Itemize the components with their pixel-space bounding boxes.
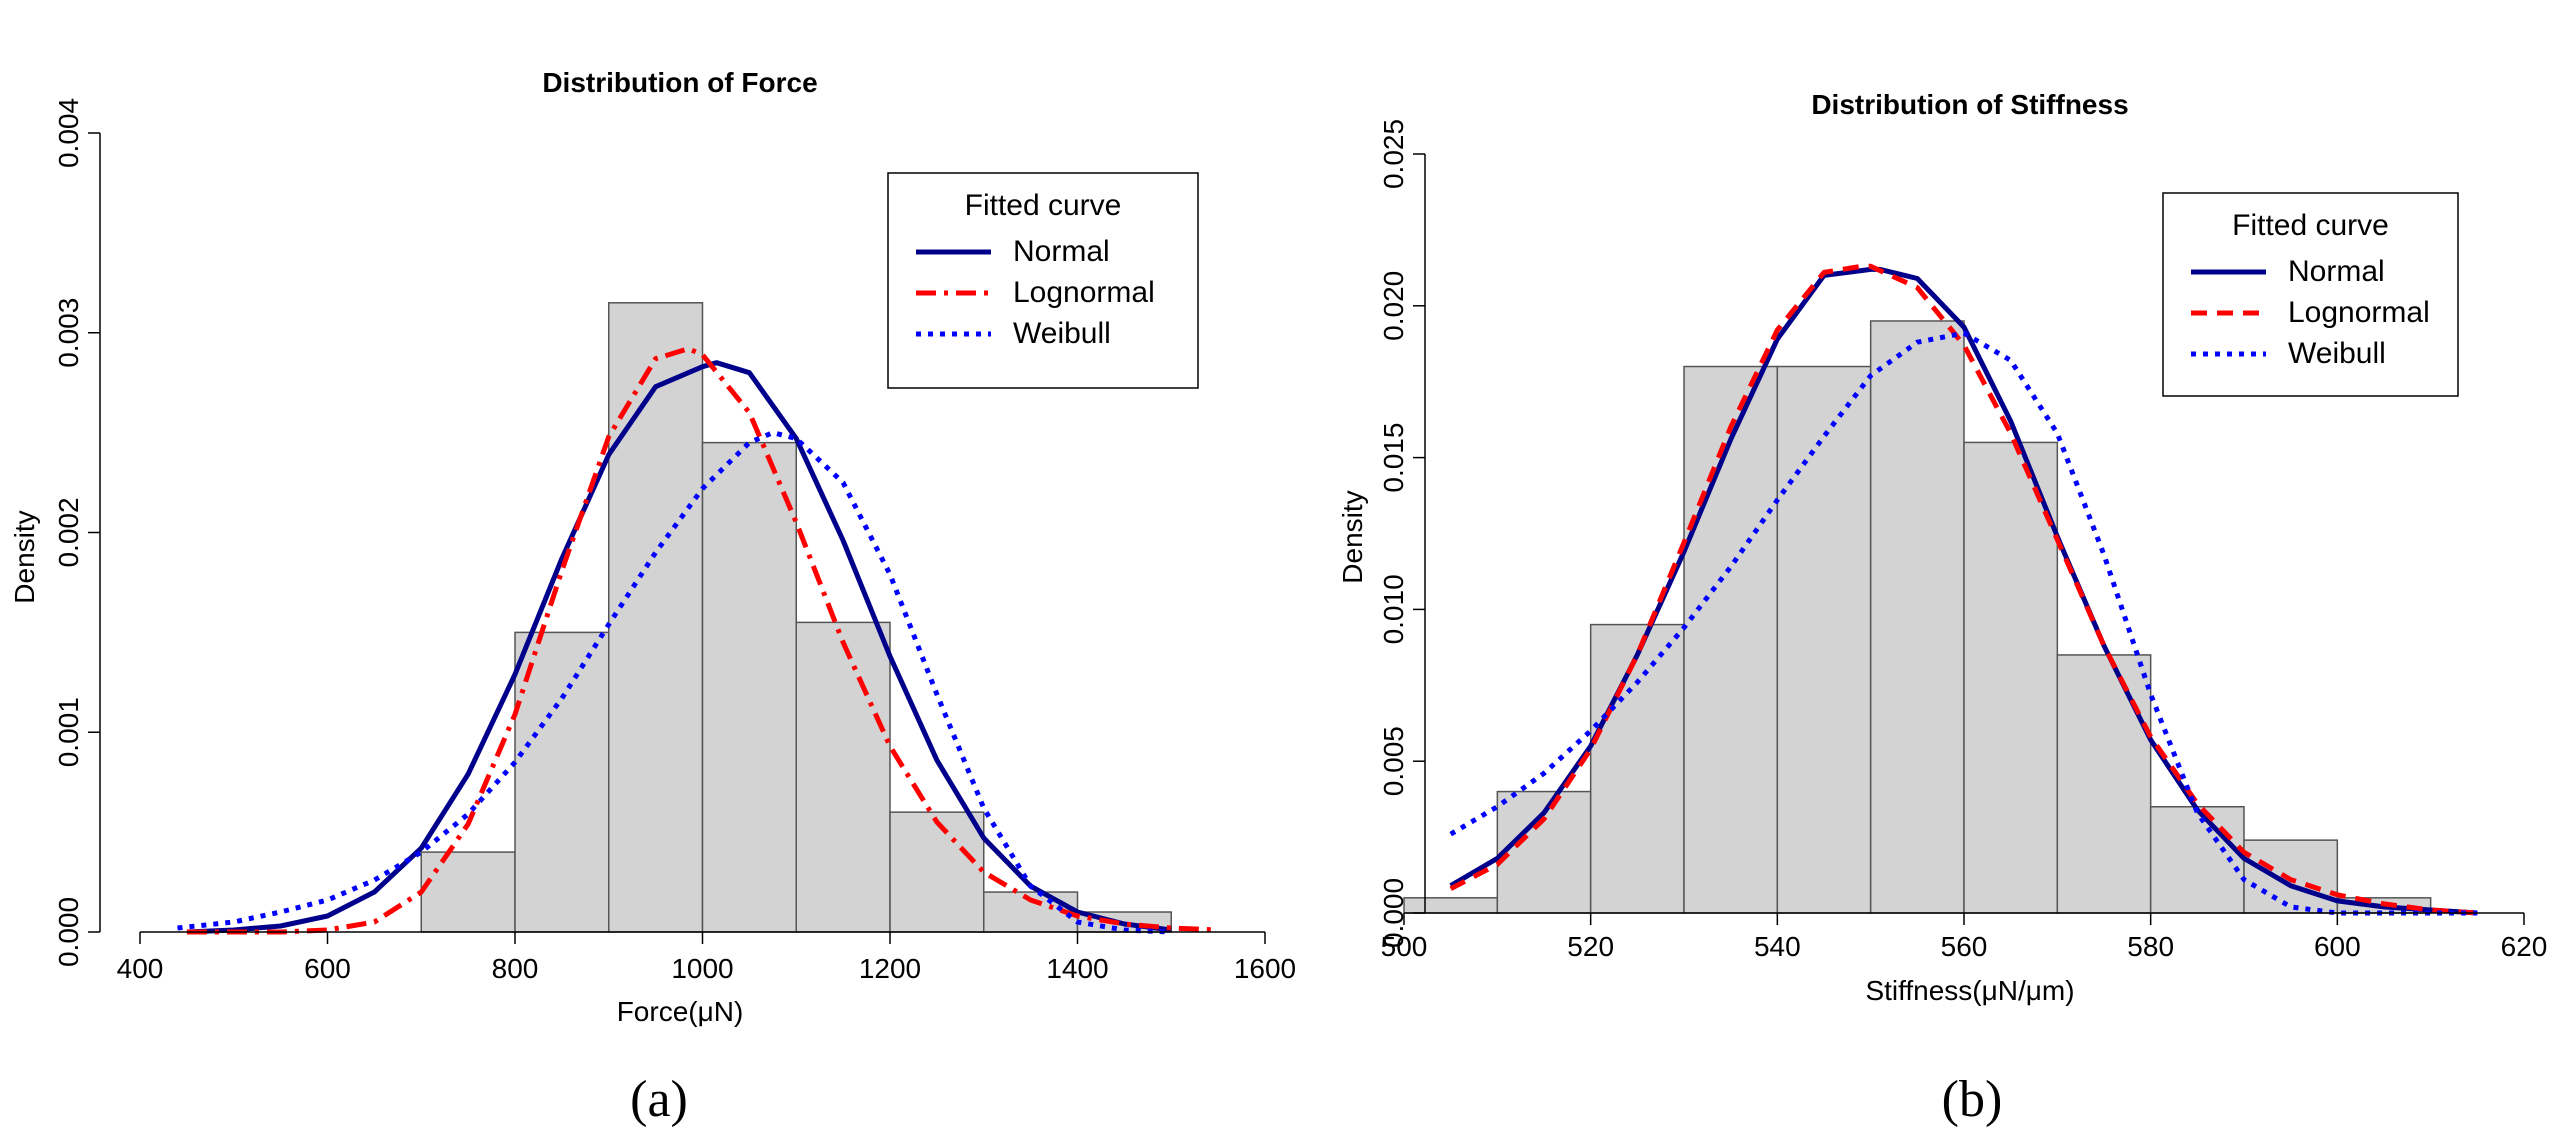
histogram-bar	[420, 851, 516, 933]
x-axis-label: Force(μN)	[617, 996, 744, 1027]
legend: Fitted curve Normal Lognormal Weibull	[887, 172, 1199, 389]
x-tick-label: 800	[492, 953, 539, 984]
x-tick-label: 1400	[1046, 953, 1108, 984]
histogram-bar	[1403, 897, 1499, 914]
curve-lognormal	[1449, 263, 2478, 916]
y-tick-label: 0.003	[53, 298, 84, 368]
x-tick-label: 1600	[1234, 953, 1296, 984]
chart-title: Distribution of Force	[542, 67, 817, 98]
curve-normal	[186, 360, 1172, 935]
x-tick-label: 600	[304, 953, 351, 984]
y-axis-label: Density	[1337, 490, 1368, 583]
histogram-bar	[2243, 839, 2339, 914]
curve-weibull	[1449, 330, 2478, 916]
legend-title: Fitted curve	[965, 189, 1122, 222]
histogram-bar	[795, 621, 891, 933]
legend-label-weibull: Weibull	[1013, 317, 1111, 350]
chart-title: Distribution of Stiffness	[1811, 89, 2128, 120]
legend-label-weibull: Weibull	[2288, 337, 2386, 370]
legend-title: Fitted curve	[2232, 209, 2389, 242]
panel-label-a: (a)	[630, 1071, 688, 1128]
histogram-bar	[1776, 365, 1872, 914]
histogram-bar	[514, 631, 610, 933]
x-tick-label: 600	[2314, 931, 2361, 962]
y-tick-label: 0.004	[53, 98, 84, 168]
curve-lognormal	[186, 346, 1219, 935]
legend-label-lognormal: Lognormal	[2288, 296, 2430, 329]
x-tick-label: 540	[1754, 931, 1801, 962]
x-tick-label: 560	[1941, 931, 1988, 962]
y-tick-label: 0.025	[1378, 119, 1409, 189]
stiffness-distribution-chart: Distribution of Stiffness Stiffness(μN/μ…	[1337, 89, 2547, 1006]
y-tick-label: 0.002	[53, 497, 84, 567]
x-tick-label: 400	[117, 953, 164, 984]
y-tick-label: 0.005	[1378, 726, 1409, 796]
y-tick-label: 0.015	[1378, 423, 1409, 493]
x-tick-label: 500	[1381, 931, 1428, 962]
y-tick-label: 0.000	[53, 897, 84, 967]
x-tick-label: 520	[1567, 931, 1614, 962]
histogram-bar	[1589, 623, 1685, 914]
histogram-bar	[1869, 320, 1965, 914]
x-axis-label: Stiffness(μN/μm)	[1865, 975, 2074, 1006]
y-tick-label: 0.020	[1378, 271, 1409, 341]
x-tick-label: 580	[2127, 931, 2174, 962]
histogram-bar	[701, 441, 797, 933]
y-tick-label: 0.001	[53, 697, 84, 767]
panel-label-b: (b)	[1942, 1071, 2003, 1128]
x-tick-label: 1200	[859, 953, 921, 984]
x-tick-label: 620	[2501, 931, 2548, 962]
x-tick-label: 1000	[671, 953, 733, 984]
legend-label-normal: Normal	[1013, 235, 1110, 268]
legend-label-normal: Normal	[2288, 255, 2385, 288]
histogram-bar	[608, 302, 704, 933]
y-tick-label: 0.000	[1378, 878, 1409, 948]
force-distribution-chart: Distribution of Force Force(μN) Density …	[9, 67, 1296, 1027]
histogram-bar	[889, 811, 985, 933]
y-tick-label: 0.010	[1378, 574, 1409, 644]
curve-weibull	[177, 430, 1172, 935]
histogram-bar	[1963, 441, 2059, 914]
legend: Fitted curve Normal Lognormal Weibull	[2162, 192, 2459, 397]
legend-box	[887, 172, 1199, 389]
histogram-bar	[2056, 654, 2152, 914]
histogram-bar	[1683, 365, 1779, 914]
y-axis-label: Density	[9, 510, 40, 603]
legend-label-lognormal: Lognormal	[1013, 276, 1155, 309]
legend-box	[2162, 192, 2459, 397]
